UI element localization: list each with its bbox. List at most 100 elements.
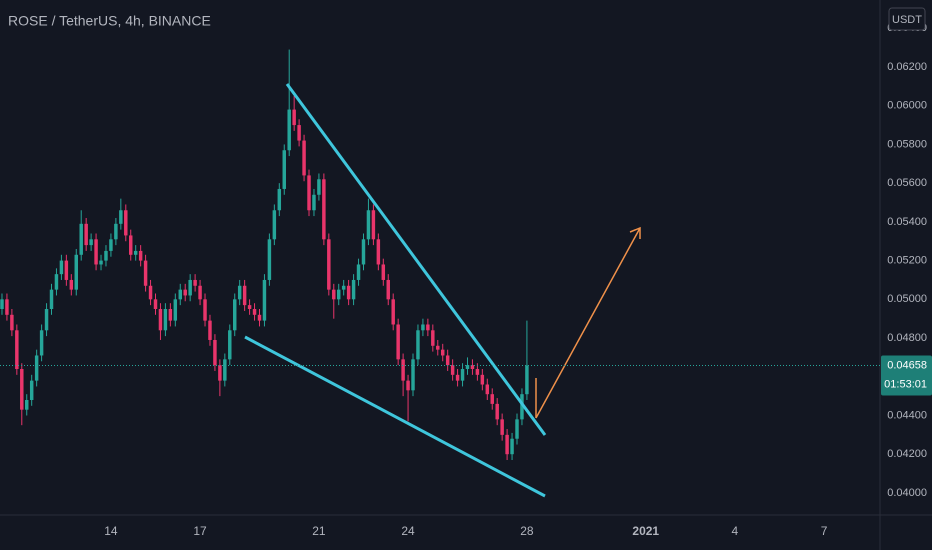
- currency-box[interactable]: [888, 7, 926, 31]
- candle-body: [74, 254, 78, 290]
- candle-body: [69, 279, 74, 290]
- candle-body: [114, 223, 118, 240]
- candle-body: [267, 239, 272, 280]
- candle-body: [520, 394, 524, 420]
- candle-body: [218, 365, 222, 381]
- candle-body: [475, 369, 480, 375]
- candle-body: [208, 320, 212, 340]
- candle-body: [203, 299, 207, 321]
- candle-body: [381, 264, 386, 280]
- y-tick-label: 0.05800: [887, 138, 927, 150]
- candle-body: [129, 235, 133, 255]
- candle-body: [109, 239, 113, 251]
- candle-body: [336, 289, 341, 300]
- candle-body: [228, 330, 232, 360]
- chart-title: ROSE / TetherUS, 4h, BINANCE: [8, 13, 211, 29]
- candle-body: [460, 369, 465, 381]
- candle-body: [490, 394, 494, 404]
- y-tick-label: 0.04400: [887, 409, 927, 421]
- candle-body: [262, 279, 267, 321]
- candle-body: [5, 299, 9, 315]
- candle-body: [168, 309, 173, 321]
- candle-body: [391, 299, 395, 325]
- candle-body: [505, 434, 509, 455]
- x-tick-label: 7: [821, 524, 828, 538]
- candle-body: [124, 210, 128, 236]
- candle-body: [396, 324, 400, 360]
- candle-body: [450, 365, 455, 375]
- candle-body: [64, 260, 69, 280]
- y-tick-label: 0.05400: [887, 216, 927, 228]
- candle-body: [39, 330, 44, 356]
- candle-body: [351, 279, 356, 300]
- candle-body: [104, 250, 108, 261]
- candle-body: [119, 210, 123, 224]
- countdown: 01:53:01: [884, 378, 927, 390]
- candle-body: [94, 239, 98, 265]
- candle-body: [416, 330, 420, 360]
- candle-body: [401, 359, 405, 381]
- candle-body: [421, 324, 425, 331]
- y-tick-label: 0.06000: [887, 100, 927, 112]
- candle-body: [327, 239, 331, 290]
- candle-body: [138, 250, 143, 261]
- candle-body: [525, 365, 529, 395]
- candle-body: [183, 289, 187, 296]
- candle-body: [366, 210, 371, 240]
- candle-body: [223, 359, 227, 381]
- candle-body: [79, 223, 83, 255]
- y-tick-label: 0.05000: [887, 293, 927, 305]
- candle-body: [54, 274, 59, 290]
- candle-body: [386, 279, 390, 300]
- candle-body: [292, 109, 296, 126]
- candle-body: [84, 223, 88, 246]
- candle-body: [158, 309, 163, 331]
- x-tick-label: 28: [520, 524, 534, 538]
- candle-body: [341, 285, 346, 290]
- x-tick-label: 21: [312, 524, 326, 538]
- y-tick-label: 0.04800: [887, 332, 927, 344]
- candle-body: [371, 210, 376, 240]
- candle-body: [287, 109, 291, 151]
- candle-body: [307, 175, 311, 211]
- candle-body: [411, 359, 415, 391]
- candle-body: [361, 239, 366, 265]
- candle-body: [25, 399, 29, 410]
- candle-body: [312, 194, 316, 211]
- candle-body: [436, 345, 440, 350]
- y-tick-label: 0.05200: [887, 255, 927, 267]
- axes: 0.040000.042000.044000.046000.048000.050…: [0, 22, 932, 538]
- upper-trendline: [285, 83, 547, 436]
- candle-body: [470, 365, 475, 370]
- candle-body: [15, 330, 19, 370]
- candle-body: [440, 349, 445, 356]
- candle-body: [495, 403, 499, 420]
- candle-body: [317, 179, 321, 195]
- candle-body: [10, 314, 14, 331]
- x-tick-label: 4: [732, 524, 739, 538]
- candle-body: [193, 279, 197, 286]
- candle-body: [173, 299, 178, 321]
- candle-body: [515, 419, 519, 439]
- candle-body: [34, 355, 39, 381]
- candle-body: [406, 380, 410, 391]
- candle-body: [133, 250, 138, 255]
- y-tick-label: 0.04000: [887, 487, 927, 499]
- projection-arrow: [535, 227, 641, 419]
- candle-body: [252, 309, 257, 315]
- candle-body: [272, 210, 277, 240]
- candle-body: [49, 289, 54, 309]
- candle-body: [480, 374, 485, 385]
- candle-body: [277, 188, 282, 211]
- x-tick-label: 24: [401, 524, 415, 538]
- candle-body: [148, 285, 153, 300]
- candle-body: [44, 309, 49, 331]
- candle-body: [426, 324, 430, 331]
- candle-body: [213, 339, 217, 366]
- candle-body: [376, 239, 381, 265]
- candle-body: [257, 314, 262, 321]
- candle-body: [302, 140, 306, 176]
